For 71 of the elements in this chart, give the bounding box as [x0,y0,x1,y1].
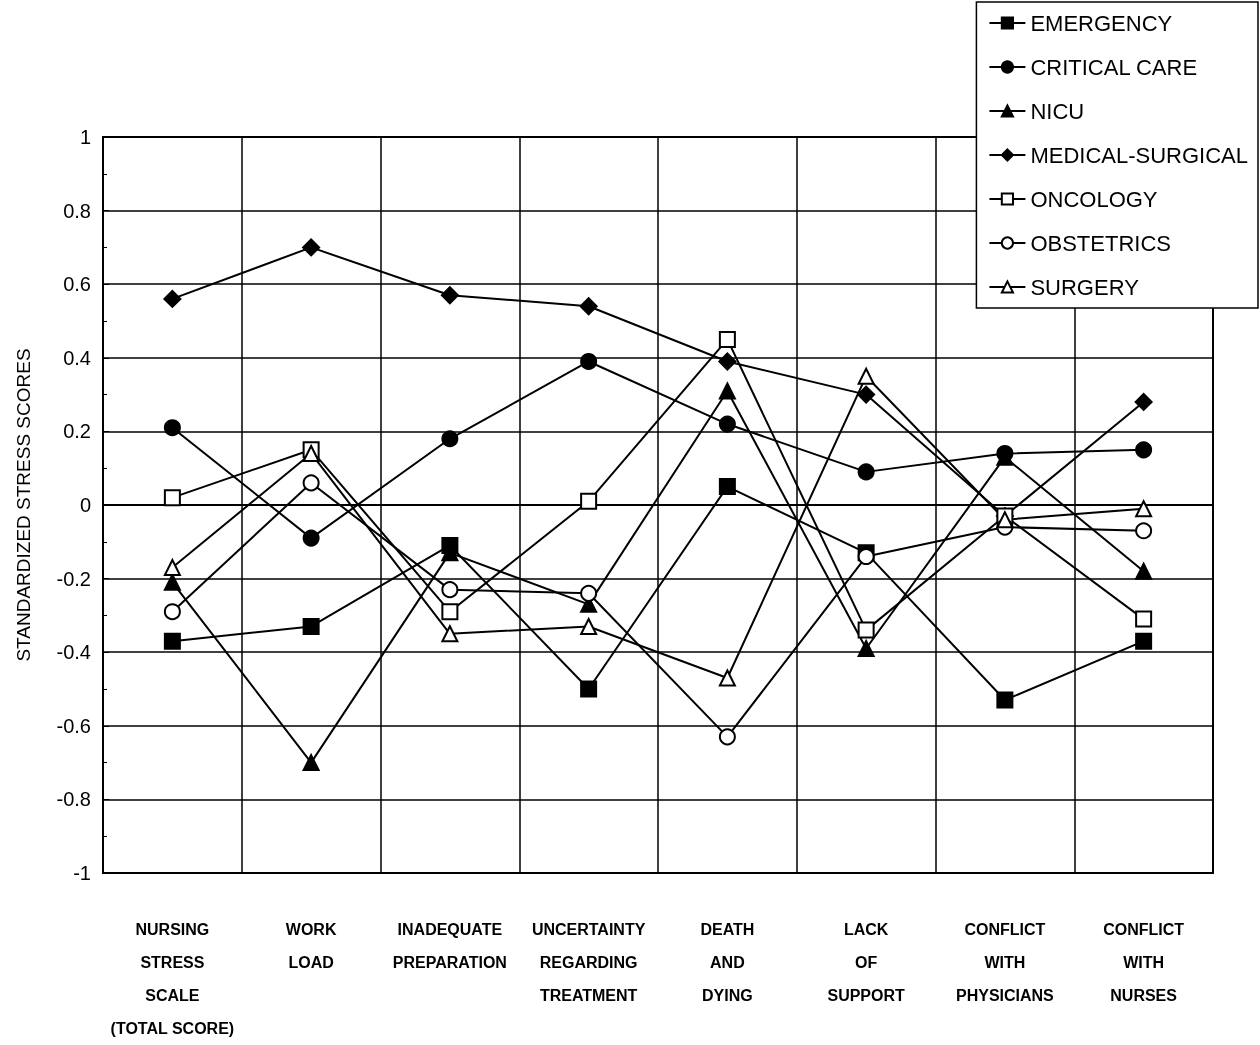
point [718,382,736,400]
point [302,529,320,547]
point [857,621,875,639]
legend-label: MEDICAL-SURGICAL [1030,142,1248,168]
point [1135,441,1153,459]
point [440,286,459,305]
point [1135,610,1153,628]
point [857,640,875,658]
y-tick-label: -0.4 [56,641,91,664]
legend-label: EMERGENCY [1030,10,1173,36]
point [302,474,320,492]
y-tick-label: 0.4 [63,346,91,369]
point [718,478,736,496]
point [857,463,875,481]
x-tick-label: INADEQUATE PREPARATION [392,921,507,971]
point [580,492,598,510]
point [1135,500,1153,518]
point [580,352,598,370]
x-tick-label: NURSING STRESS SCALE (TOTAL SCORE) [110,921,235,1037]
point [718,330,736,348]
y-tick-label: -1 [73,862,91,884]
point [580,584,598,602]
point [718,728,736,746]
y-tick-label: 0 [79,494,91,516]
point [718,669,736,687]
point [579,297,598,316]
point [163,419,181,437]
point [441,625,459,643]
point [163,632,181,650]
point [441,581,459,599]
point [302,754,320,772]
point [441,603,459,621]
point [857,367,875,385]
x-tick-label: UNCERTAINTY REGARDING TREATMENT [531,921,646,1004]
y-tick-label: 0.8 [63,199,91,222]
point [857,548,875,566]
point [163,559,181,577]
y-tick-label: 0.6 [63,273,91,296]
y-tick-label: 1 [79,126,91,148]
x-tick-label: WORK LOAD [285,921,337,971]
legend-label: OBSTETRICS [1030,230,1171,256]
point [718,415,736,433]
point [857,385,876,404]
point [163,489,181,507]
point [1135,562,1153,580]
y-tick-label: -0.6 [56,714,91,737]
point [996,511,1014,529]
point [1134,392,1153,411]
point [718,352,737,371]
point [163,603,181,621]
y-tick-label: -0.2 [56,567,91,590]
point [1135,522,1153,540]
point [1135,632,1153,650]
x-tick-label: CONFLICT WITH PHYSICIANS [955,921,1055,1004]
y-tick-label: 0.2 [63,420,91,443]
y-axis-title: STANDARDIZED STRESS SCORES [13,348,34,662]
legend-label: ONCOLOGY [1030,186,1158,212]
point [996,691,1014,709]
legend-label: SURGERY [1030,274,1140,300]
point [163,289,182,308]
point [580,617,598,635]
legend-label: NICU [1030,98,1085,124]
point [302,238,321,257]
y-tick-label: -0.8 [56,788,91,811]
point [302,617,320,635]
x-tick-label: CONFLICT WITH NURSES [1103,921,1185,1004]
x-tick-label: LACK OF SUPPORT [827,921,906,1004]
x-tick-label: DEATH AND DYING [700,921,755,1004]
point [441,430,459,448]
legend-label: CRITICAL CARE [1030,54,1198,80]
point [580,680,598,698]
